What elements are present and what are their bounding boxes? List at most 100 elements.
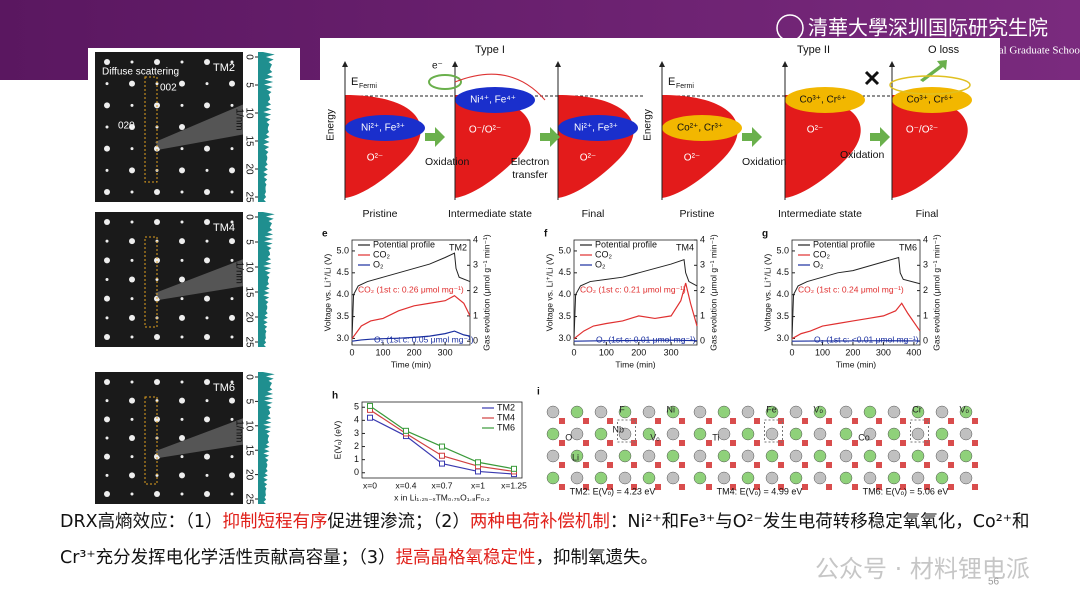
vacancy <box>910 419 929 443</box>
arrow-label: Oxidation <box>425 156 470 168</box>
polyhedron <box>852 440 858 446</box>
atom-label: F <box>619 404 625 414</box>
legend-label: Potential profile <box>373 239 435 249</box>
polyhedron <box>607 440 613 446</box>
profile-tick-label: 0 <box>243 374 254 380</box>
diffraction-spot <box>179 435 185 441</box>
diffraction-spot <box>180 60 184 64</box>
plot-frame <box>361 401 523 479</box>
summary-segment: ：Ni²⁺和Fe³⁺与O²⁻发生电荷转移稳定氧氧化，Co²⁺和Cr³⁺充分发挥电… <box>60 512 1030 568</box>
polyhedron <box>876 418 882 424</box>
diffraction-spot <box>104 219 110 225</box>
atom <box>765 427 779 441</box>
polyhedron <box>802 484 808 490</box>
diffraction-spot <box>180 335 184 339</box>
y-tick-label: 4 <box>354 415 359 425</box>
x-tick-label: 0 <box>349 347 354 357</box>
annotation: CO₂ (1st c: 0.26 μmol mg⁻¹) <box>358 284 464 294</box>
diffraction-spot <box>104 491 110 497</box>
atom <box>693 471 707 485</box>
y-tick-label: 3.0 <box>336 333 349 343</box>
diffraction-spot <box>104 257 110 264</box>
metal-band <box>662 115 742 141</box>
type-title: Type II <box>797 44 830 56</box>
atom-label: Vₒ <box>960 404 970 414</box>
polyhedron <box>655 462 661 468</box>
diffraction-spot <box>229 167 235 174</box>
band-label: O²⁻ <box>580 153 596 164</box>
polyhedron <box>679 440 685 446</box>
polyhedron <box>583 418 589 424</box>
legend-label: O₂ <box>813 259 824 269</box>
polyhedron <box>852 418 858 424</box>
logo-en: nal Graduate School <box>993 45 1080 57</box>
x-tick-label: 400 <box>906 347 921 357</box>
profile-axis-label: 1/nm <box>233 420 244 442</box>
panel-label: TM4 <box>213 222 235 234</box>
atom <box>911 427 925 441</box>
logo-cn: 清華大學深圳国际研究生院 <box>808 16 1048 40</box>
point-marker <box>367 402 373 409</box>
diffraction-spot <box>229 472 235 479</box>
y2-axis-label: Gas evolution (μmol g⁻¹ min⁻¹) <box>481 234 491 351</box>
o-loss-ring <box>889 75 971 95</box>
green-arrow <box>870 127 890 147</box>
y-tick-label: 3 <box>354 428 359 438</box>
diffraction-spot <box>180 103 184 107</box>
atom <box>911 405 925 419</box>
atom <box>666 471 680 485</box>
polyhedron <box>900 462 906 468</box>
y-tick-label: 4.0 <box>558 289 571 299</box>
polyhedron <box>631 418 637 424</box>
stage-label: Intermediate state <box>448 208 532 220</box>
x-tick-label: x=0.7 <box>431 480 452 490</box>
diffraction-spot <box>104 102 110 109</box>
atom <box>959 427 973 441</box>
y-axis-label: E(Vₒ) (eV) <box>332 421 342 460</box>
x-tick-label: x=0.4 <box>395 480 416 490</box>
y2-tick-label: 4 <box>700 234 705 244</box>
polyhedron <box>924 440 930 446</box>
atom <box>717 427 731 441</box>
diffraction-spot <box>155 82 159 86</box>
x-tick-label: 0 <box>789 347 794 357</box>
y-axis-label: Voltage vs. Li⁺/Li (V) <box>762 253 772 331</box>
profile-axis-label: 1/nm <box>233 262 244 284</box>
polyhedron <box>706 462 712 468</box>
profile-tick-label: 0 <box>243 214 254 220</box>
summary-segment: 抑制短程有序 <box>222 512 328 532</box>
polyhedron <box>826 462 832 468</box>
page-number: 56 <box>988 577 1000 588</box>
point-marker <box>367 414 373 421</box>
block-mark <box>864 70 880 86</box>
diffraction-spot <box>105 399 109 403</box>
polyhedron <box>706 418 712 424</box>
polyhedron <box>655 484 661 490</box>
plot-frame <box>351 239 471 346</box>
annotation: 002 <box>160 83 177 94</box>
atom <box>789 427 803 441</box>
diffraction-spot <box>230 220 234 224</box>
polyhedron <box>631 484 637 490</box>
summary-segment: DRX高熵效应：（1） <box>60 512 223 532</box>
y-tick-label: 3.5 <box>336 311 349 321</box>
profile-tick-label: 20 <box>243 163 254 175</box>
structure-caption: TM4: E(Vₒ) = 4.99 eV <box>717 486 803 496</box>
point-marker <box>511 465 517 472</box>
x-tick-label: 300 <box>876 347 891 357</box>
diffraction-spot <box>204 102 210 109</box>
point-marker <box>439 452 445 459</box>
atom <box>765 471 779 485</box>
atom <box>935 449 949 463</box>
atom <box>741 449 755 463</box>
y-tick-label: 3.5 <box>558 311 571 321</box>
diffraction-spot <box>180 147 184 151</box>
profile-tick-label: 10 <box>243 261 254 273</box>
diffraction-spot <box>155 399 159 403</box>
arrow-label: Oxidation <box>840 149 885 161</box>
polyhedron <box>607 462 613 468</box>
diffraction-spot <box>230 297 234 301</box>
polyhedron <box>852 462 858 468</box>
plot-frame <box>791 239 921 346</box>
polyhedron <box>826 484 832 490</box>
